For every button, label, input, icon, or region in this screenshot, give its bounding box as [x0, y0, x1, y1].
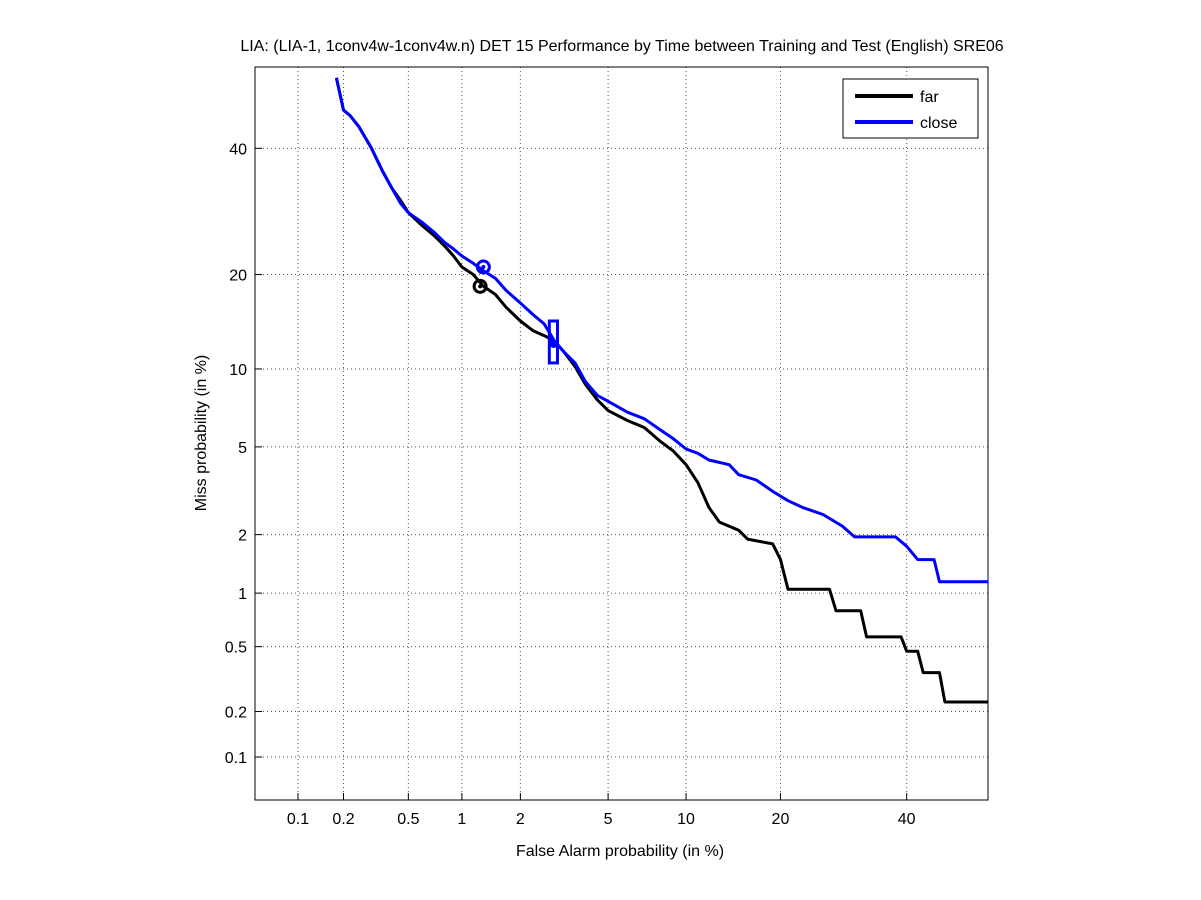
min-dcf-marker-far: [472, 278, 488, 294]
y-tick-label: 2: [238, 528, 247, 545]
min-dcf-marker-dot-far: [478, 284, 483, 289]
series-group: [334, 77, 988, 704]
act-dcf-box-close: [547, 319, 559, 365]
x-tick-label: 5: [604, 811, 613, 828]
x-tick-label: 20: [772, 811, 790, 828]
legend: far close: [842, 78, 979, 139]
y-axis-label: Miss probability (in %): [193, 355, 210, 511]
x-tick-label: 0.5: [397, 811, 419, 828]
act-dcf-point-close: [549, 339, 558, 348]
legend-label-far: far: [920, 89, 939, 106]
x-axis-label: False Alarm probability (in %): [516, 843, 724, 860]
x-tick-label: 10: [677, 811, 695, 828]
y-tick-label: 10: [229, 362, 247, 379]
chart-title: LIA: (LIA-1, 1conv4w-1conv4w.n) DET 15 P…: [240, 38, 1003, 55]
y-tick-label: 1: [238, 586, 247, 603]
min-dcf-marker-close: [475, 259, 491, 275]
min-dcf-marker-dot-close: [481, 264, 486, 269]
y-axis: 0.1 0.2 0.5 1 2 5 10 20 40: [225, 141, 262, 767]
y-tick-label: 0.1: [225, 750, 247, 767]
y-tick-label: 0.2: [225, 705, 247, 722]
x-axis: 0.1 0.2 0.5 1 2 5 10 20 40: [287, 793, 916, 828]
y-tick-label: 40: [229, 141, 247, 158]
legend-box: [842, 78, 979, 139]
legend-label-close: close: [920, 115, 957, 132]
y-tick-label: 20: [229, 268, 247, 285]
series-line-close: [334, 77, 988, 584]
x-tick-label: 0.2: [332, 811, 354, 828]
plot-frame: [254, 66, 989, 801]
x-tick-label: 1: [457, 811, 466, 828]
x-tick-label: 2: [516, 811, 525, 828]
y-tick-label: 5: [238, 440, 247, 457]
y-tick-label: 0.5: [225, 640, 247, 657]
x-tick-label: 0.1: [287, 811, 309, 828]
x-tick-label: 40: [898, 811, 916, 828]
